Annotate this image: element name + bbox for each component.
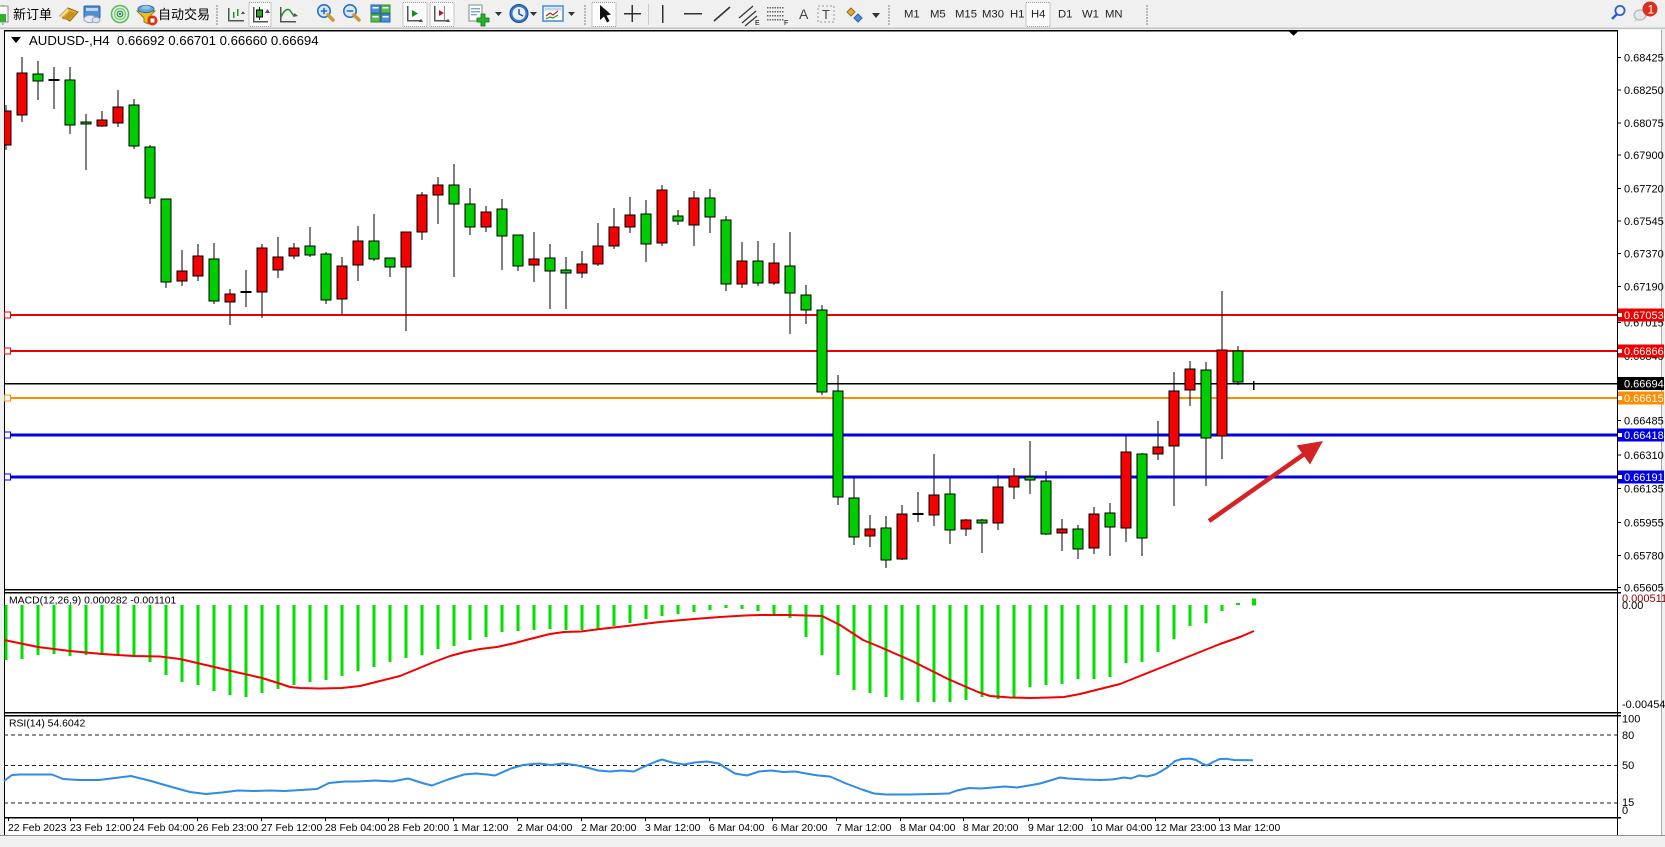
svg-text:M15: M15 bbox=[955, 9, 977, 21]
svg-text:M1: M1 bbox=[904, 9, 920, 21]
svg-text:23 Feb 12:00: 23 Feb 12:00 bbox=[70, 823, 131, 834]
svg-text:T: T bbox=[822, 7, 830, 22]
svg-text:9 Mar 12:00: 9 Mar 12:00 bbox=[1028, 823, 1084, 834]
svg-text:E: E bbox=[755, 20, 760, 27]
svg-text:0.66418: 0.66418 bbox=[1624, 430, 1664, 442]
svg-text:F: F bbox=[784, 20, 788, 27]
svg-text:6 Mar 04:00: 6 Mar 04:00 bbox=[709, 823, 765, 834]
svg-text:100: 100 bbox=[1622, 714, 1640, 726]
svg-text:0.65780: 0.65780 bbox=[1624, 551, 1664, 563]
svg-text:0.65955: 0.65955 bbox=[1624, 518, 1664, 530]
svg-text:D1: D1 bbox=[1058, 9, 1072, 21]
svg-text:28 Feb 04:00: 28 Feb 04:00 bbox=[325, 823, 386, 834]
svg-text:0.66310: 0.66310 bbox=[1624, 450, 1664, 462]
svg-text:3 Mar 12:00: 3 Mar 12:00 bbox=[645, 823, 701, 834]
svg-text:6 Mar 20:00: 6 Mar 20:00 bbox=[772, 823, 828, 834]
svg-text:H4: H4 bbox=[1031, 9, 1045, 21]
svg-text:13 Mar 12:00: 13 Mar 12:00 bbox=[1219, 823, 1280, 834]
svg-text:1: 1 bbox=[1648, 3, 1655, 17]
svg-text:0.67545: 0.67545 bbox=[1624, 216, 1664, 228]
svg-text:W1: W1 bbox=[1082, 9, 1099, 21]
svg-text:0.66694: 0.66694 bbox=[1624, 379, 1664, 391]
svg-text:0.67190: 0.67190 bbox=[1624, 282, 1664, 294]
svg-text:2 Mar 20:00: 2 Mar 20:00 bbox=[581, 823, 637, 834]
svg-text:0.67900: 0.67900 bbox=[1624, 150, 1664, 162]
svg-text:0.66191: 0.66191 bbox=[1624, 472, 1664, 484]
svg-text:AUDUSD-,H4 0.66692 0.66701 0.: AUDUSD-,H4 0.66692 0.66701 0.66660 0.666… bbox=[29, 33, 319, 48]
svg-text:12 Mar 23:00: 12 Mar 23:00 bbox=[1155, 823, 1216, 834]
svg-text:MN: MN bbox=[1105, 9, 1123, 21]
svg-text:10 Mar 04:00: 10 Mar 04:00 bbox=[1091, 823, 1152, 834]
svg-text:27 Feb 12:00: 27 Feb 12:00 bbox=[261, 823, 322, 834]
svg-text:50: 50 bbox=[1622, 760, 1634, 772]
svg-text:0.65605: 0.65605 bbox=[1624, 583, 1664, 595]
svg-text:0.67720: 0.67720 bbox=[1624, 184, 1664, 196]
svg-text:8 Mar 04:00: 8 Mar 04:00 bbox=[900, 823, 956, 834]
svg-text:0.66615: 0.66615 bbox=[1624, 393, 1664, 405]
svg-text:8 Mar 20:00: 8 Mar 20:00 bbox=[963, 823, 1019, 834]
svg-text:28 Feb 20:00: 28 Feb 20:00 bbox=[388, 823, 449, 834]
svg-text:A: A bbox=[799, 6, 809, 22]
svg-text:M30: M30 bbox=[982, 9, 1004, 21]
svg-text:0.67053: 0.67053 bbox=[1624, 310, 1664, 322]
svg-text:0.66135: 0.66135 bbox=[1624, 484, 1664, 496]
svg-text:0.67370: 0.67370 bbox=[1624, 249, 1664, 261]
svg-text:0.68250: 0.68250 bbox=[1624, 85, 1664, 97]
svg-text:2 Mar 04:00: 2 Mar 04:00 bbox=[517, 823, 573, 834]
svg-text:0.68425: 0.68425 bbox=[1624, 53, 1664, 65]
svg-text:80: 80 bbox=[1622, 730, 1634, 742]
svg-text:0.00: 0.00 bbox=[1622, 600, 1643, 612]
svg-text:22 Feb 2023: 22 Feb 2023 bbox=[8, 823, 67, 834]
svg-text:0.66485: 0.66485 bbox=[1624, 416, 1664, 428]
svg-text:1 Mar 12:00: 1 Mar 12:00 bbox=[453, 823, 509, 834]
svg-text:0.66866: 0.66866 bbox=[1624, 346, 1664, 358]
svg-text:新订单: 新订单 bbox=[13, 7, 52, 22]
svg-text:H1: H1 bbox=[1010, 9, 1024, 21]
svg-text:M5: M5 bbox=[930, 9, 946, 21]
svg-text:-0.00454: -0.00454 bbox=[1622, 699, 1665, 711]
svg-text:0: 0 bbox=[1622, 805, 1628, 817]
svg-text:24 Feb 04:00: 24 Feb 04:00 bbox=[133, 823, 194, 834]
svg-text:MACD(12,26,9) 0.000282 -0.0011: MACD(12,26,9) 0.000282 -0.001101 bbox=[9, 596, 177, 607]
svg-text:0.000511: 0.000511 bbox=[1622, 593, 1665, 605]
svg-text:26 Feb 23:00: 26 Feb 23:00 bbox=[197, 823, 258, 834]
svg-text:0.68075: 0.68075 bbox=[1624, 118, 1664, 130]
svg-text:7 Mar 12:00: 7 Mar 12:00 bbox=[836, 823, 892, 834]
svg-text:RSI(14) 54.6042: RSI(14) 54.6042 bbox=[9, 719, 85, 730]
svg-text:自动交易: 自动交易 bbox=[158, 7, 210, 22]
svg-text:15: 15 bbox=[1622, 797, 1634, 809]
